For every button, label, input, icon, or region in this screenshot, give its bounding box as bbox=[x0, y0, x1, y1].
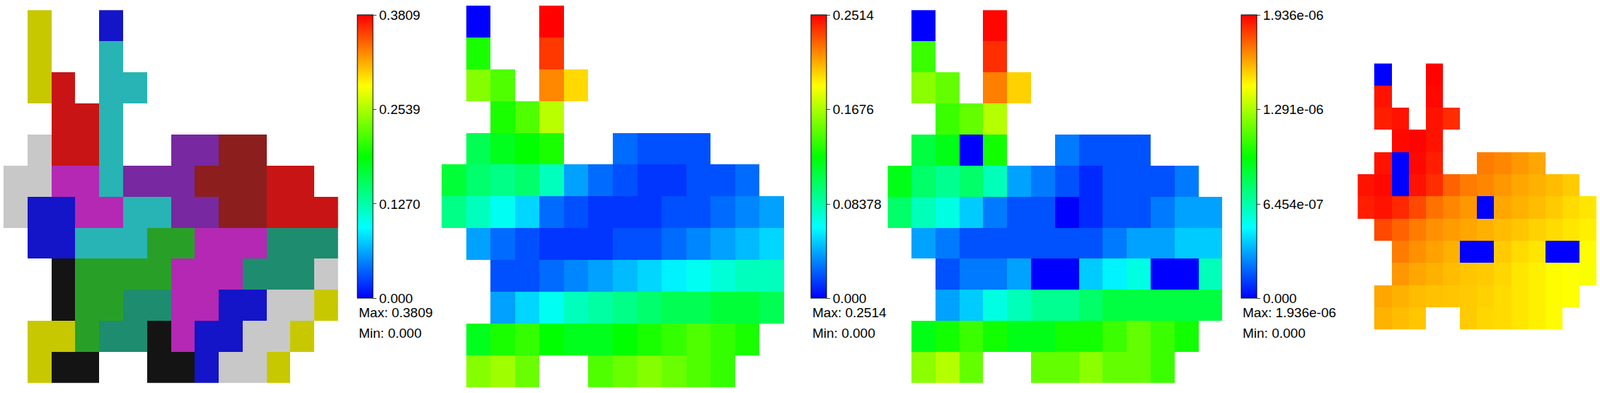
svg-text:6.454e-07: 6.454e-07 bbox=[1263, 196, 1325, 212]
svg-text:Min: 0.000: Min: 0.000 bbox=[1242, 325, 1306, 341]
svg-text:0.1676: 0.1676 bbox=[832, 101, 874, 117]
svg-text:0.3809: 0.3809 bbox=[379, 7, 421, 23]
svg-text:1.936e-06: 1.936e-06 bbox=[1263, 7, 1325, 23]
svg-text:Max: 0.2514: Max: 0.2514 bbox=[812, 304, 887, 320]
svg-text:0.000: 0.000 bbox=[832, 290, 867, 306]
svg-text:0.000: 0.000 bbox=[1263, 290, 1298, 306]
svg-text:Min: 0.000: Min: 0.000 bbox=[812, 325, 876, 341]
svg-text:Max: 1.936e-06: Max: 1.936e-06 bbox=[1242, 304, 1337, 320]
svg-text:0.08378: 0.08378 bbox=[832, 196, 882, 212]
svg-text:0.1270: 0.1270 bbox=[379, 196, 421, 212]
svg-text:Max: 0.3809: Max: 0.3809 bbox=[358, 304, 434, 320]
svg-text:Min: 0.000: Min: 0.000 bbox=[358, 325, 422, 341]
svg-text:1.291e-06: 1.291e-06 bbox=[1263, 101, 1325, 117]
svg-text:0.000: 0.000 bbox=[379, 290, 414, 306]
svg-text:0.2539: 0.2539 bbox=[379, 101, 421, 117]
svg-text:0.2514: 0.2514 bbox=[832, 7, 875, 23]
